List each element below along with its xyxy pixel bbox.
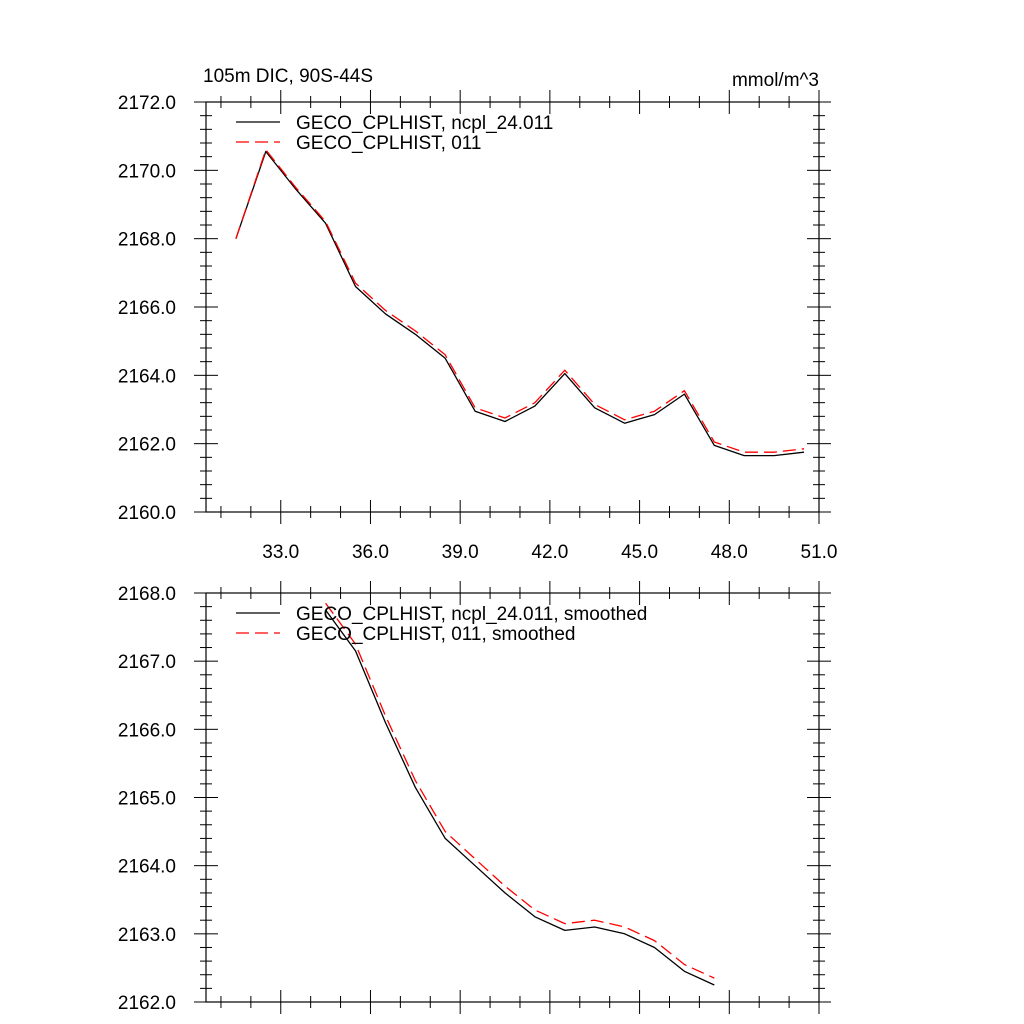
series-line-0: [325, 609, 715, 986]
y-tick-label: 2165.0: [118, 789, 176, 810]
legend-label-1: GECO_CPLHIST, 011, smoothed: [296, 624, 576, 645]
y-tick-label: 2162.0: [118, 993, 176, 1014]
y-tick-label: 2168.0: [118, 584, 176, 605]
y-tick-label: 2160.0: [118, 503, 176, 524]
legend-label-0: GECO_CPLHIST, ncpl_24.011: [296, 113, 553, 134]
y-tick-label: 2164.0: [118, 366, 176, 387]
x-tick-label: 33.0: [262, 542, 299, 563]
x-tick-label: 45.0: [621, 542, 658, 563]
top-panel: 2160.0 2162.0 2164.0 2166.0 2168.0 2170.0 2172…: [118, 66, 838, 563]
y-tick-label: 2166.0: [118, 298, 176, 319]
bottom-panel: 2162.0 2163.0 2164.0 2165.0 2166.0 2167.0 2168…: [118, 581, 831, 1014]
chart-title: 105m DIC, 90S-44S: [203, 66, 373, 87]
legend-label-0: GECO_CPLHIST, ncpl_24.011, smoothed: [296, 604, 647, 625]
y-tick-label: 2170.0: [118, 161, 176, 182]
series-line-1: [325, 602, 715, 979]
y-tick-label: 2163.0: [118, 925, 176, 946]
y-tick-label: 2166.0: [118, 720, 176, 741]
x-tick-label: 36.0: [352, 542, 389, 563]
plot-frame: [205, 101, 820, 513]
legend-label-1: GECO_CPLHIST, 011: [296, 133, 482, 154]
y-tick-label: 2172.0: [118, 93, 176, 114]
y-tick-label: 2164.0: [118, 857, 176, 878]
x-tick-label: 48.0: [711, 542, 748, 563]
x-tick-label: 51.0: [801, 542, 838, 563]
y-tick-label: 2162.0: [118, 435, 176, 456]
x-tick-label: 42.0: [531, 542, 568, 563]
y-tick-label: 2168.0: [118, 230, 176, 251]
plot-frame: [205, 592, 820, 1003]
x-tick-label: 39.0: [442, 542, 479, 563]
series-line-1: [235, 149, 805, 453]
units-label: mmol/m^3: [732, 70, 819, 91]
y-tick-label: 2167.0: [118, 652, 176, 673]
series-line-0: [235, 150, 805, 457]
